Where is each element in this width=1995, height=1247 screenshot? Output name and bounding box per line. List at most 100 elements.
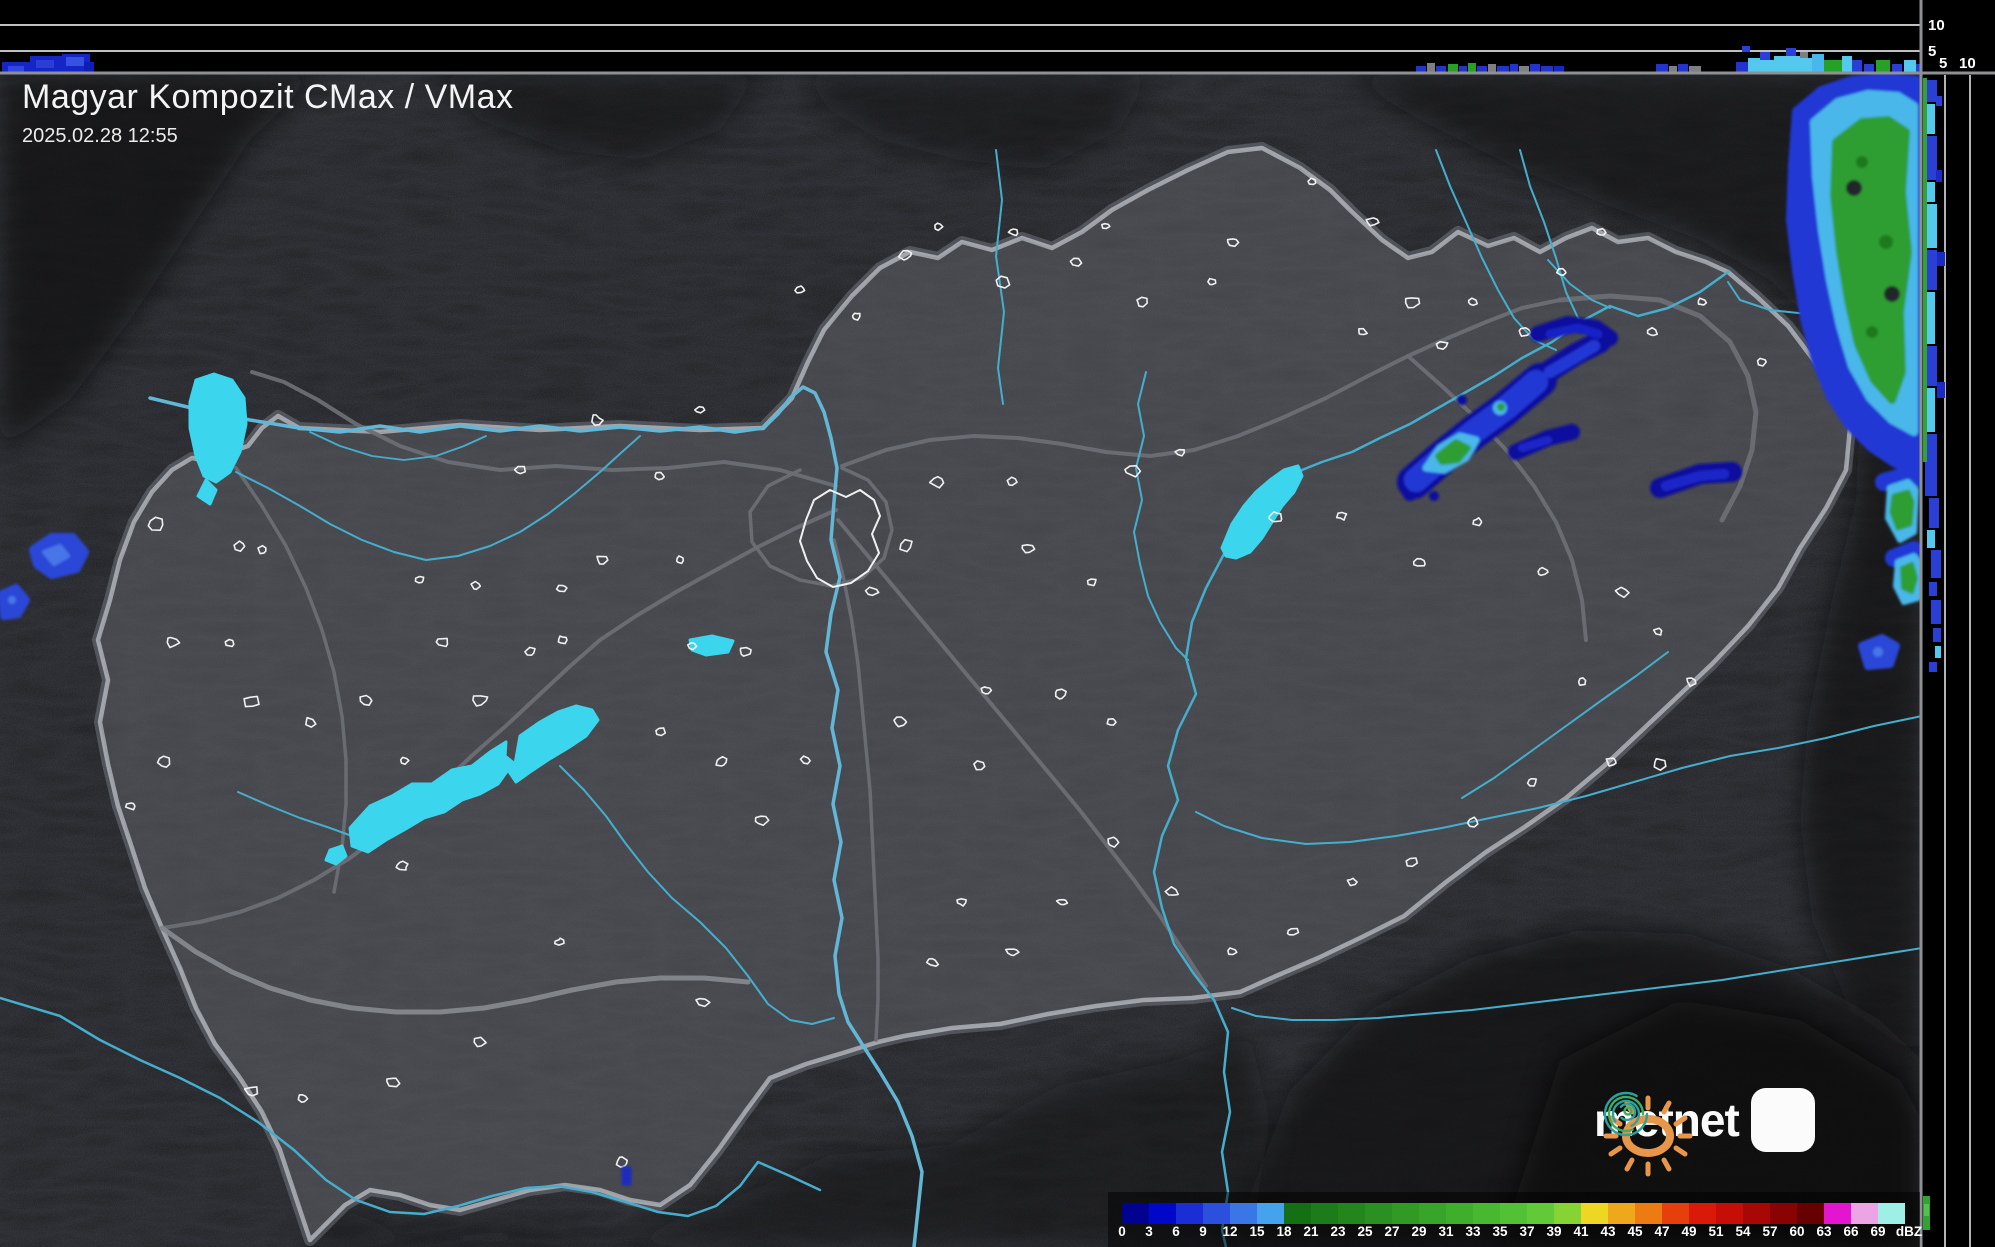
river-koros xyxy=(1195,715,1922,845)
city-outline xyxy=(928,475,945,489)
city-outline xyxy=(243,1086,259,1097)
city-outline xyxy=(693,405,706,414)
legend-cell xyxy=(1257,1203,1284,1224)
city-outline xyxy=(166,636,181,649)
city-outline xyxy=(470,580,482,591)
profile-echo xyxy=(1510,64,1518,72)
radar-echo xyxy=(1846,180,1862,196)
city-outline xyxy=(435,637,449,648)
city-outline xyxy=(243,695,260,708)
river-raba xyxy=(235,435,641,561)
legend-cell xyxy=(1446,1203,1473,1224)
city-outline xyxy=(1106,717,1117,726)
profile-echo xyxy=(1760,52,1770,60)
profile-echo xyxy=(1929,498,1939,528)
city-outline xyxy=(395,860,409,871)
profile-echo xyxy=(1927,292,1935,344)
river-danube xyxy=(148,385,924,1247)
legend-cell xyxy=(1581,1203,1608,1224)
road-south-route xyxy=(159,925,751,1015)
profile-echo xyxy=(1931,600,1941,624)
city-outline xyxy=(1596,227,1607,236)
city-outline xyxy=(973,760,986,771)
city-outline xyxy=(1207,277,1217,286)
lake-ferto-tail xyxy=(196,478,218,506)
profile-echo xyxy=(1925,462,1937,496)
city-outline xyxy=(473,1036,487,1048)
road-ne-loop xyxy=(1557,293,1759,523)
mountain-shade xyxy=(1500,1000,1922,1247)
radar-echo xyxy=(1497,403,1505,411)
city-outline xyxy=(1346,877,1358,887)
city-outline xyxy=(1518,326,1532,338)
lake-tisza xyxy=(1220,464,1304,560)
city-outline xyxy=(1577,676,1587,687)
city-outline xyxy=(1227,947,1238,956)
profile-echo xyxy=(1530,64,1540,72)
city-outline xyxy=(799,755,812,765)
height-axis-label: 10 xyxy=(1928,17,1945,34)
city-outline xyxy=(557,635,568,645)
legend-label: 51 xyxy=(1708,1224,1724,1239)
city-outline xyxy=(1174,448,1185,457)
legend-label: 54 xyxy=(1735,1224,1751,1239)
radar-echo xyxy=(1429,491,1439,501)
city-outline xyxy=(715,755,728,767)
city-outline xyxy=(596,555,609,565)
profile-echo xyxy=(1842,56,1852,72)
city-outline xyxy=(1756,357,1767,367)
legend-label: 57 xyxy=(1762,1224,1777,1239)
city-outline xyxy=(1107,836,1120,848)
legend-label: 39 xyxy=(1546,1224,1561,1239)
legend-label: 41 xyxy=(1573,1224,1589,1239)
profile-echo xyxy=(1929,662,1937,672)
city-outline xyxy=(615,1156,629,1168)
city-outline xyxy=(304,716,317,728)
profile-echo xyxy=(1904,60,1916,72)
city-outline xyxy=(897,249,913,261)
profile-echo xyxy=(1927,104,1935,134)
river-vah xyxy=(995,149,1005,405)
city-outline xyxy=(1086,578,1097,587)
profile-echo xyxy=(1929,582,1937,596)
city-outline xyxy=(1007,228,1019,237)
dbz-legend: 0 3 6 9 12 15 18 21 23 25 27 29 31 33 35 37 39 41 43 45 47 49… xyxy=(1108,1192,1922,1247)
profile-echo xyxy=(1427,63,1435,72)
profile-echo xyxy=(66,57,84,66)
city-outline xyxy=(794,285,806,294)
legend-cell xyxy=(1689,1203,1716,1224)
city-outline xyxy=(472,695,489,707)
city-outline xyxy=(675,555,685,565)
profile-echo xyxy=(1669,66,1677,72)
legend-label: 37 xyxy=(1519,1224,1534,1239)
legend-cell xyxy=(1365,1203,1392,1224)
city-outline xyxy=(257,544,267,555)
city-outline xyxy=(899,538,913,553)
legend-cell xyxy=(1122,1203,1149,1224)
city-outline xyxy=(386,1077,401,1088)
lake-ferto xyxy=(188,372,248,484)
city-outline xyxy=(224,638,235,648)
legend-label: 9 xyxy=(1199,1224,1207,1239)
road-m7 xyxy=(160,508,838,930)
city-outline xyxy=(995,275,1011,289)
profile-echo xyxy=(1923,78,1927,462)
profile-echo xyxy=(1736,62,1748,72)
height-axis-label: 5 xyxy=(1939,55,1947,72)
legend-label: 0 xyxy=(1118,1224,1126,1239)
profile-echo xyxy=(1927,136,1937,180)
kis-balaton xyxy=(324,844,348,866)
profile-echo xyxy=(1927,388,1935,432)
city-outline xyxy=(1646,326,1658,337)
legend-label: 69 xyxy=(1870,1224,1885,1239)
city-outline xyxy=(893,716,908,728)
city-outline xyxy=(925,957,940,968)
radar-echo xyxy=(1661,469,1729,491)
city-outline xyxy=(851,312,861,321)
city-outline xyxy=(1055,898,1069,906)
legend-cell xyxy=(1392,1203,1419,1224)
profile-echo xyxy=(1927,346,1937,386)
city-outline xyxy=(591,414,604,427)
city-outline xyxy=(980,686,993,695)
city-outline xyxy=(1268,510,1283,523)
